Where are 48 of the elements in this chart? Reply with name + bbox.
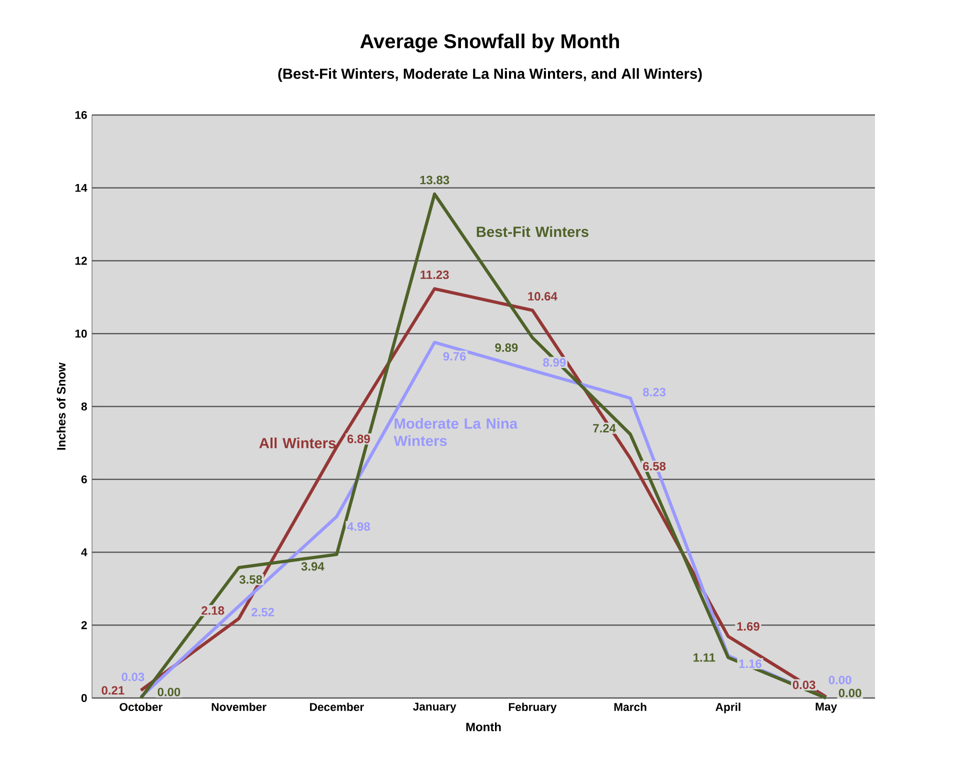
data-label: 1.11 [694,653,716,662]
y-tick-label: 0 [81,694,87,702]
x-tick-label: November [212,702,266,712]
x-tick-label: April [716,702,740,714]
chart-subtitle: (Best-Fit Winters, Moderate La Nina Winters, and All Winters) [278,68,702,82]
data-label: 1.69 [737,622,760,631]
series-label: Best-Fit Winters [476,226,588,237]
y-tick-label: 16 [75,110,87,119]
y-tick-label: 2 [81,621,87,630]
data-label: 0.00 [828,676,852,684]
data-label: 6.58 [643,462,666,470]
series-label: Moderate La Nina Winters [394,418,518,446]
data-label: 4.98 [347,522,370,531]
y-tick-label: 12 [75,256,87,265]
data-label: 9.89 [495,343,518,352]
data-label: 2.52 [252,608,274,616]
x-tick-label: February [508,702,557,714]
x-tick-label: March [614,702,646,712]
data-label: 0.21 [102,686,124,695]
y-tick-label: 6 [81,475,87,484]
data-label: 2.18 [202,606,224,615]
data-label: 6.89 [347,434,370,444]
x-tick-label: May [816,702,838,713]
series-label: All Winters [259,438,336,448]
data-label: 9.76 [443,352,466,361]
data-label: 3.58 [239,575,262,584]
x-tick-label: January [412,702,456,713]
x-tick-label: December [310,702,364,712]
x-tick-label: October [120,702,163,712]
data-label: 8.99 [543,358,566,367]
y-axis-title: Inches of Snow [56,362,66,450]
x-axis-title: Month [466,722,501,732]
y-tick-label: 14 [75,184,88,192]
data-label: 7.24 [593,424,616,432]
y-tick-label: 8 [81,402,87,410]
y-tick-label: 4 [81,548,88,556]
data-label: 0.03 [792,680,816,690]
data-label: 10.64 [528,292,558,301]
data-label: 3.94 [301,562,324,571]
chart-title: Average Snowfall by Month [360,34,619,52]
data-label: 8.23 [643,388,666,396]
data-label: 1.16 [739,659,762,668]
data-label: 0.00 [838,688,862,698]
data-label: 11.23 [420,270,449,280]
data-label: 13.83 [420,176,450,184]
y-tick-label: 10 [75,330,87,338]
data-label: 0.00 [158,688,180,696]
data-label: 0.03 [122,672,144,682]
